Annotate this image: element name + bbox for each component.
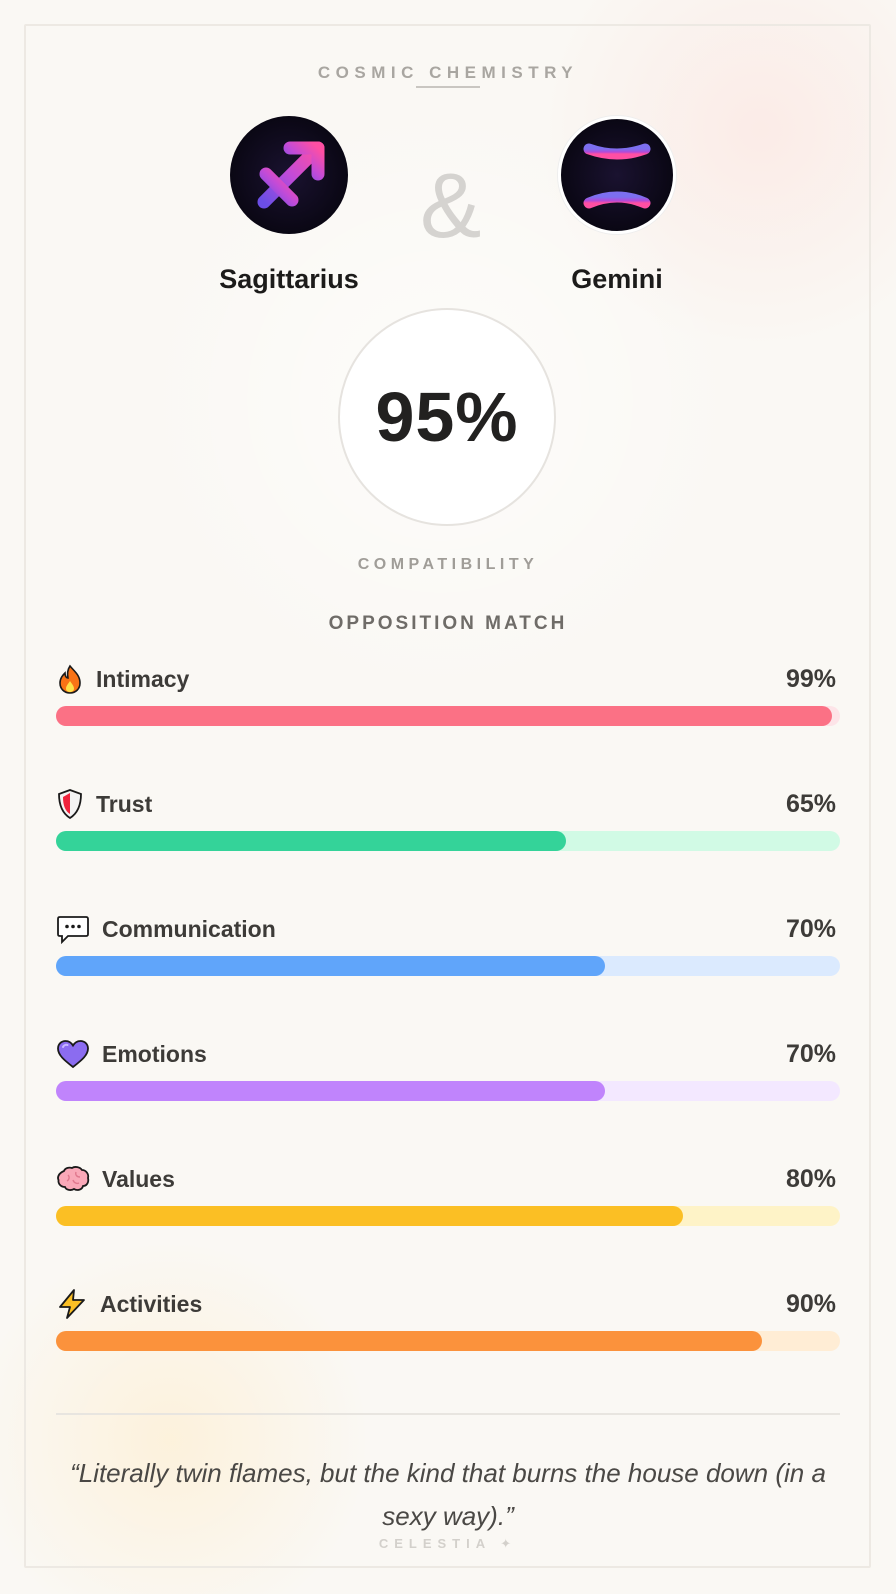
- sagittarius-glyph-icon: [257, 141, 325, 209]
- metric-label: Activities: [100, 1290, 203, 1317]
- metric-bar-fill: [56, 1081, 605, 1101]
- metric-value: 90%: [785, 1289, 836, 1318]
- brand-watermark: CELESTIA ✦: [378, 1536, 518, 1551]
- metric-label: Intimacy: [96, 665, 190, 692]
- sign-name-sagittarius: Sagittarius: [219, 264, 359, 294]
- metric-value: 65%: [785, 789, 836, 818]
- shield-icon: [56, 788, 88, 820]
- compatibility-quote: “Literally twin flames, but the kind tha…: [70, 1458, 826, 1531]
- lightning-icon: [56, 1288, 92, 1320]
- brain-icon: [56, 1163, 94, 1195]
- metric-value: 70%: [785, 914, 836, 943]
- metric-bar-track: [56, 956, 840, 976]
- metric-value: 99%: [785, 664, 836, 693]
- metric-emotions: Emotions 70%: [56, 1036, 840, 1106]
- compatibility-label: COMPATIBILITY: [357, 556, 539, 573]
- section-title: OPPOSITION MATCH: [328, 613, 568, 634]
- metric-activities: Activities 90%: [56, 1286, 840, 1356]
- metric-bar-track: [56, 706, 840, 726]
- purple-heart-icon: [56, 1038, 94, 1070]
- compatibility-score: 95%: [375, 378, 519, 456]
- page-title: COSMIC CHEMISTRY: [317, 63, 579, 82]
- metric-bar-track: [56, 1331, 840, 1351]
- metric-values: Values 80%: [56, 1161, 840, 1231]
- sign-name-gemini: Gemini: [571, 264, 663, 294]
- metric-label: Values: [102, 1165, 175, 1192]
- divider: [56, 1413, 840, 1415]
- sign-gemini: Gemini: [497, 116, 737, 295]
- metric-bar-track: [56, 1206, 840, 1226]
- sign-sagittarius: Sagittarius: [169, 116, 409, 295]
- metric-intimacy: Intimacy 99%: [56, 661, 840, 731]
- metric-bar-fill: [56, 956, 605, 976]
- metric-label: Trust: [96, 790, 153, 817]
- ampersand: &: [420, 155, 482, 257]
- metric-label: Emotions: [102, 1040, 207, 1067]
- metric-trust: Trust 65%: [56, 786, 840, 856]
- metric-label: Communication: [102, 915, 276, 942]
- metric-bar-fill: [56, 706, 833, 726]
- sagittarius-avatar: [230, 116, 348, 234]
- card-frame: [24, 24, 871, 1568]
- metric-communication: Communication 70%: [56, 911, 840, 981]
- metric-bar-fill: [56, 1331, 762, 1351]
- metric-bar-track: [56, 831, 840, 851]
- speech-bubble-icon: [56, 913, 94, 945]
- metric-value: 80%: [785, 1164, 836, 1193]
- compatibility-score-circle: 95%: [338, 308, 556, 526]
- metric-bar-fill: [56, 1206, 684, 1226]
- metric-value: 70%: [785, 1039, 836, 1068]
- gemini-glyph-icon: [583, 143, 651, 209]
- metric-bar-track: [56, 1081, 840, 1101]
- metric-bar-fill: [56, 831, 566, 851]
- fire-icon: [56, 663, 88, 695]
- gemini-avatar: [558, 116, 676, 234]
- title-underline: [416, 86, 480, 88]
